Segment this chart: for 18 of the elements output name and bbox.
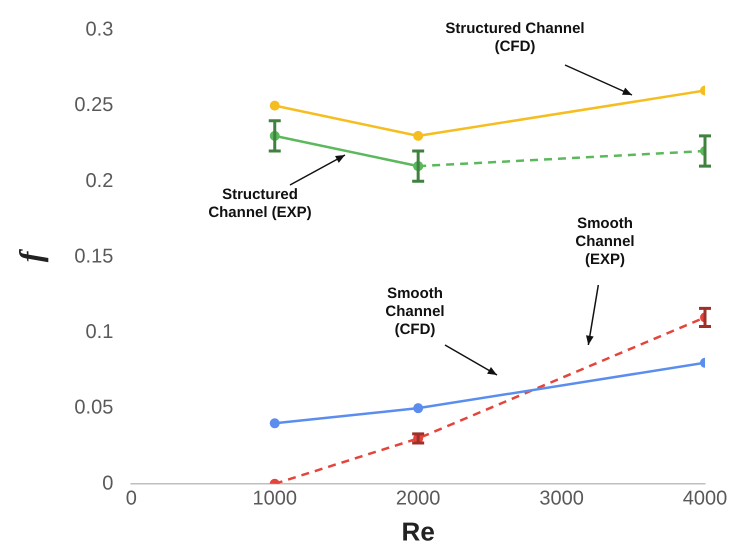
text: Smooth Channel (CFD) [384, 285, 446, 339]
y-tick-label: 0.25 [74, 94, 114, 116]
text: Smooth Channel (EXP) [574, 215, 636, 269]
x-tick-label: 2000 [396, 487, 440, 510]
x-axis-title: Re [402, 516, 435, 547]
y-tick-label: 0.2 [86, 170, 114, 192]
y-tick-label: 0 [102, 472, 114, 494]
y-tick-label: 0.1 [86, 321, 114, 344]
x-tick-label: 1000 [252, 487, 297, 510]
y-tick-label: 0.15 [74, 245, 114, 268]
y-axis-title: f [12, 248, 48, 262]
x-tick-label: 4000 [682, 487, 728, 510]
text: Structured Channel (EXP) [207, 186, 313, 222]
text: Structured Channel (CFD) [444, 20, 586, 56]
y-tick-label: 0.05 [74, 396, 114, 419]
y-tick-label: 0.3 [86, 18, 114, 41]
x-tick-label: 0 [126, 487, 137, 510]
x-tick-label: 3000 [539, 487, 584, 510]
